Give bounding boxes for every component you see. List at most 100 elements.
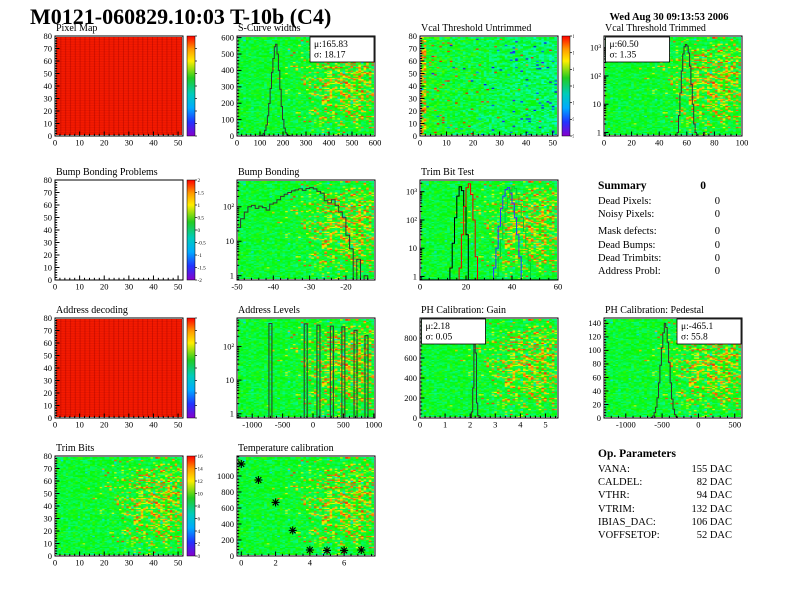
plot-address-decoding: Address decoding 0 10 20 30 40 50 0 10 20 30 40 50 6…: [27, 304, 209, 434]
svg-text:10³: 10³: [406, 187, 418, 197]
svg-text:30: 30: [44, 237, 53, 247]
plot-temperature-calibration: Temperature calibration 0 2 4 6 0 200 400 600 80…: [209, 442, 385, 572]
plot-body: 0 1 2 3 4 5 0 200 400 600 800 μ:2.18 σ: 0.05: [392, 304, 568, 434]
svg-text:0: 0: [48, 131, 52, 141]
svg-text:2: 2: [273, 558, 277, 568]
svg-text:1: 1: [230, 270, 234, 280]
svg-text:600: 600: [369, 138, 382, 148]
svg-text:-2: -2: [198, 278, 203, 284]
svg-text:90: 90: [573, 134, 575, 140]
svg-text:140: 140: [588, 318, 601, 328]
plot-title: Bump Bonding: [238, 167, 300, 178]
plot-svg: 0 1 2 3 4 5 0 200 400 600 800 μ:2.18σ: 0.05: [404, 317, 559, 430]
plot-svg: 0102030405001020304050607080120115110105…: [409, 31, 575, 148]
svg-text:10: 10: [409, 118, 418, 128]
svg-text:10: 10: [198, 491, 204, 497]
svg-text:30: 30: [125, 138, 134, 148]
svg-text:50: 50: [174, 138, 183, 148]
svg-text:5: 5: [543, 420, 547, 430]
svg-text:-1.5: -1.5: [198, 265, 207, 271]
svg-text:50: 50: [174, 558, 183, 568]
plot-title: Vcal Threshold Trimmed: [605, 23, 706, 34]
plot-body: -50 -40 -30 -20 1 10 10²: [209, 166, 385, 296]
svg-text:2: 2: [468, 420, 472, 430]
svg-text:20: 20: [469, 138, 478, 148]
plot-title: Bump Bonding Problems: [56, 167, 158, 178]
svg-text:60: 60: [593, 372, 602, 382]
svg-text:40: 40: [149, 282, 158, 292]
svg-text:10: 10: [75, 420, 84, 430]
svg-text:600: 600: [221, 32, 234, 42]
svg-text:10: 10: [44, 538, 53, 548]
svg-text:-0.5: -0.5: [198, 240, 207, 246]
plot-trim-bits: Trim Bits 0 10 20 30 40 50 0 10 20 30 40 50 60 70 80 16…: [27, 442, 209, 572]
plot-svg: 0 100 200 300 400 500 600 0 100 200 300 400 500 600 μ:…: [221, 32, 382, 148]
svg-text:40: 40: [44, 363, 53, 373]
plot-body: 0102030405001020304050607080120115110105…: [392, 22, 575, 152]
svg-text:20: 20: [409, 106, 418, 116]
summary-rows: Dead Pixels: 0 Noisy Pixels: 0 Mask defects:…: [598, 195, 720, 278]
svg-text:10²: 10²: [590, 71, 602, 81]
row-label: Dead Pixels:: [598, 196, 652, 207]
row-value: 155 DAC: [691, 464, 732, 475]
svg-text:20: 20: [100, 138, 109, 148]
heatmap-canvas: [238, 181, 374, 279]
svg-text:1: 1: [413, 271, 417, 281]
svg-text:0: 0: [311, 420, 315, 430]
svg-text:30: 30: [44, 375, 53, 385]
panel-row: Noisy Pixels: 0: [598, 208, 720, 221]
svg-text:10: 10: [409, 243, 418, 253]
svg-text:10²: 10²: [223, 341, 235, 351]
row-label: CALDEL:: [598, 477, 643, 489]
svg-text:80: 80: [44, 451, 53, 461]
svg-text:400: 400: [404, 373, 417, 383]
svg-text:6: 6: [342, 558, 346, 568]
svg-text:10: 10: [75, 282, 84, 292]
svg-text:30: 30: [44, 93, 53, 103]
row-label: VTRIM:: [598, 503, 635, 515]
svg-text:20: 20: [44, 106, 53, 116]
svg-text:500: 500: [337, 420, 350, 430]
svg-text:100: 100: [588, 345, 601, 355]
plot-title: Address Levels: [238, 305, 300, 316]
svg-text:0: 0: [413, 413, 417, 423]
svg-text:400: 400: [221, 519, 234, 529]
svg-text:-40: -40: [268, 282, 279, 292]
heatmap-canvas: [56, 37, 182, 135]
svg-text:0: 0: [230, 551, 234, 561]
svg-text:300: 300: [221, 82, 234, 92]
svg-text:1: 1: [230, 409, 234, 419]
plot-pixel-map: Pixel Map 0 10 20 30 40 50 0 10 20 30 40 50 60 70 80: [27, 22, 209, 152]
row-value: 82 DAC: [696, 477, 732, 489]
svg-text:70: 70: [44, 463, 53, 473]
panel-row: Dead Trimbits: 0: [598, 252, 720, 265]
svg-text:10: 10: [226, 375, 235, 385]
heatmap-canvas: [56, 319, 182, 417]
heatmap-canvas: [56, 457, 182, 555]
plot-svg: 0 20 40 60 1 10 10² 10³: [406, 179, 562, 292]
plot-svg: 0 20 40 60 80 100 1 10 10² 10³ μ:60.50σ: 1.35: [590, 35, 748, 148]
svg-text:200: 200: [277, 138, 290, 148]
panel-row: IBIAS_DAC: 106 DAC: [598, 516, 732, 529]
svg-text:3: 3: [493, 420, 497, 430]
svg-text:μ:60.50: μ:60.50: [610, 40, 639, 50]
svg-text:-1000: -1000: [616, 420, 636, 430]
panel-row: VOFFSETOP: 52 DAC: [598, 529, 732, 542]
svg-text:0: 0: [230, 131, 234, 141]
svg-text:-30: -30: [304, 282, 315, 292]
svg-text:0: 0: [413, 131, 417, 141]
panel-row: VANA: 155 DAC: [598, 463, 732, 476]
svg-text:50: 50: [44, 212, 53, 222]
row-value: 0: [714, 266, 720, 278]
row-value: 0: [714, 226, 720, 238]
heatmap-canvas: [421, 181, 557, 279]
svg-text:10: 10: [44, 118, 53, 128]
summary-panel: Summary 0 Dead Pixels: 0 Noisy Pixels: 0 Mas…: [598, 180, 720, 278]
svg-text:0: 0: [418, 420, 422, 430]
row-label: Noisy Pixels:: [598, 209, 655, 221]
svg-text:10: 10: [442, 138, 451, 148]
svg-text:60: 60: [44, 200, 53, 210]
row-value: 0: [714, 209, 720, 221]
svg-text:0: 0: [53, 420, 57, 430]
row-label: Mask defects:: [598, 226, 657, 238]
